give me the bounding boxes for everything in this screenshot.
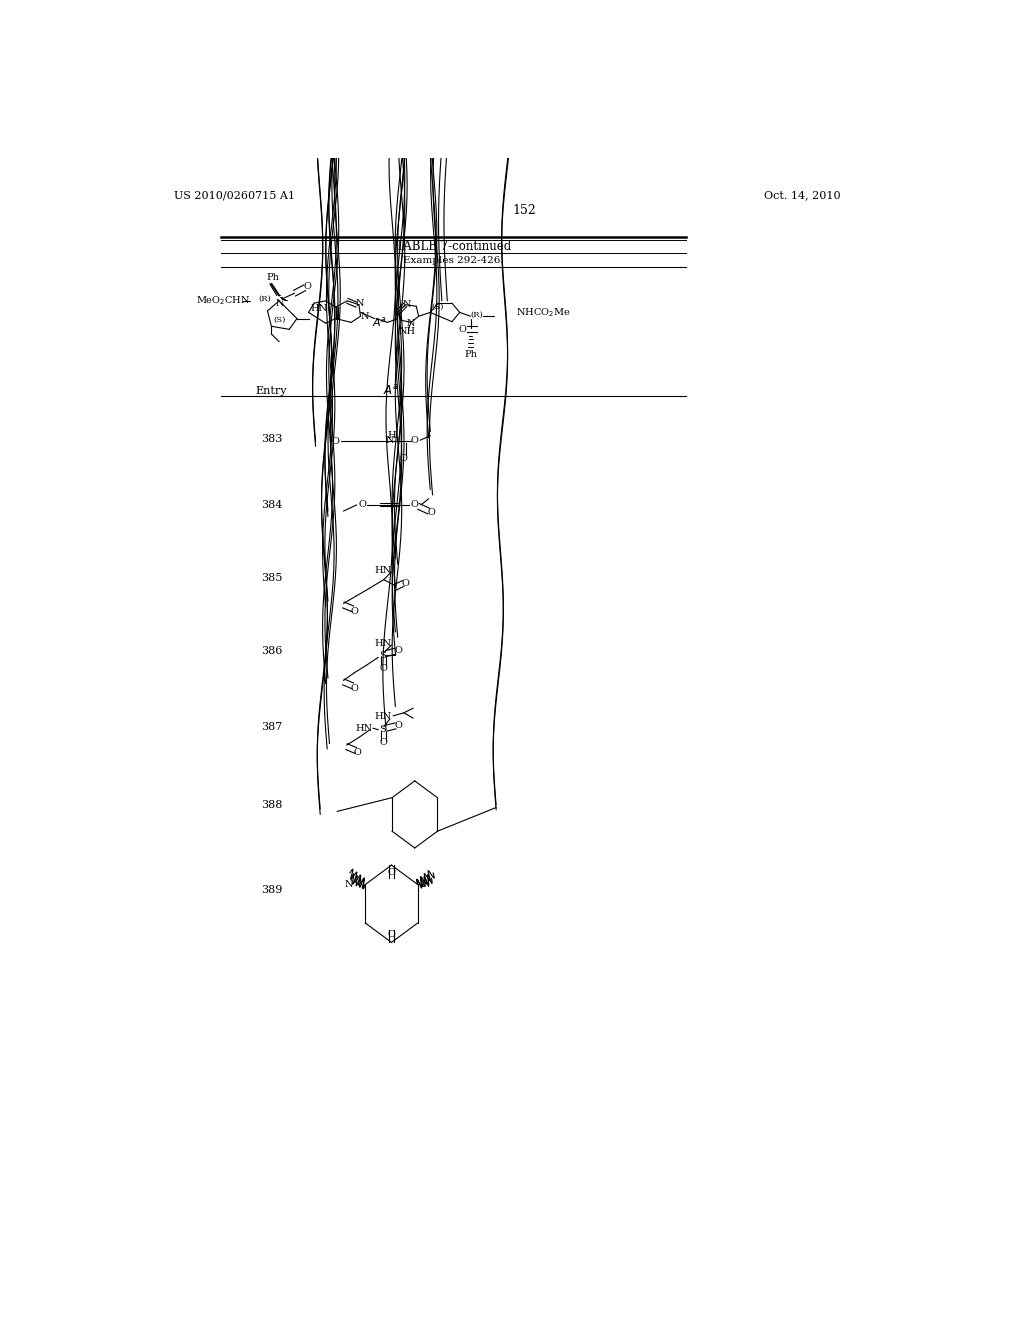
Text: $A^a$: $A^a$ <box>383 384 399 397</box>
Text: HN: HN <box>355 723 373 733</box>
Text: O: O <box>353 748 361 758</box>
Text: O: O <box>387 869 395 878</box>
Text: (R): (R) <box>258 296 271 304</box>
Text: HN: HN <box>311 304 328 313</box>
Text: $A^a$: $A^a$ <box>373 315 387 330</box>
Text: O: O <box>401 579 410 587</box>
Text: O: O <box>459 325 467 334</box>
Text: N: N <box>356 298 365 308</box>
Text: N: N <box>402 300 412 309</box>
Text: S: S <box>379 725 386 734</box>
Text: O: O <box>394 721 402 730</box>
Text: 152: 152 <box>513 205 537 218</box>
Text: O: O <box>350 684 358 693</box>
Text: Ph: Ph <box>464 350 477 359</box>
Text: N: N <box>407 318 415 327</box>
Text: HN: HN <box>375 639 391 648</box>
Text: O: O <box>380 738 388 747</box>
Text: Entry: Entry <box>256 385 287 396</box>
Text: N: N <box>360 312 369 321</box>
Text: MeO$_2$CHN: MeO$_2$CHN <box>197 294 251 308</box>
Text: US 2010/0260715 A1: US 2010/0260715 A1 <box>174 190 296 201</box>
Text: O: O <box>358 500 366 510</box>
Text: O: O <box>387 931 395 939</box>
Text: (R): (R) <box>470 310 483 318</box>
Text: 385: 385 <box>261 573 282 583</box>
Text: TABLE 7-continued: TABLE 7-continued <box>396 240 511 253</box>
Text: HN: HN <box>375 566 391 574</box>
Text: 388: 388 <box>261 800 282 810</box>
Text: S: S <box>379 651 386 660</box>
Text: Oct. 14, 2010: Oct. 14, 2010 <box>764 190 840 201</box>
Text: O: O <box>380 664 388 673</box>
Text: O: O <box>411 500 419 510</box>
Text: O: O <box>399 454 408 463</box>
Text: N: N <box>386 437 394 445</box>
Text: 389: 389 <box>261 884 282 895</box>
Text: Examples 292-426.: Examples 292-426. <box>403 256 504 265</box>
Text: O: O <box>350 607 358 615</box>
Text: 386: 386 <box>261 647 282 656</box>
Text: (S): (S) <box>273 315 286 325</box>
Text: N: N <box>345 880 353 888</box>
Text: 383: 383 <box>261 434 282 445</box>
Text: (S): (S) <box>432 304 444 312</box>
Text: O: O <box>428 508 436 517</box>
Text: 384: 384 <box>261 500 282 510</box>
Text: H: H <box>387 432 396 440</box>
Text: NHCO$_2$Me: NHCO$_2$Me <box>515 306 570 319</box>
Text: N: N <box>275 298 284 308</box>
Text: O: O <box>332 437 340 446</box>
Text: O: O <box>394 645 402 655</box>
Text: NH: NH <box>398 327 416 337</box>
Text: N: N <box>422 880 430 888</box>
Text: O: O <box>304 281 311 290</box>
Text: HN: HN <box>375 713 391 721</box>
Text: O: O <box>411 437 419 445</box>
Text: Ph: Ph <box>266 273 279 282</box>
Text: 387: 387 <box>261 722 282 731</box>
